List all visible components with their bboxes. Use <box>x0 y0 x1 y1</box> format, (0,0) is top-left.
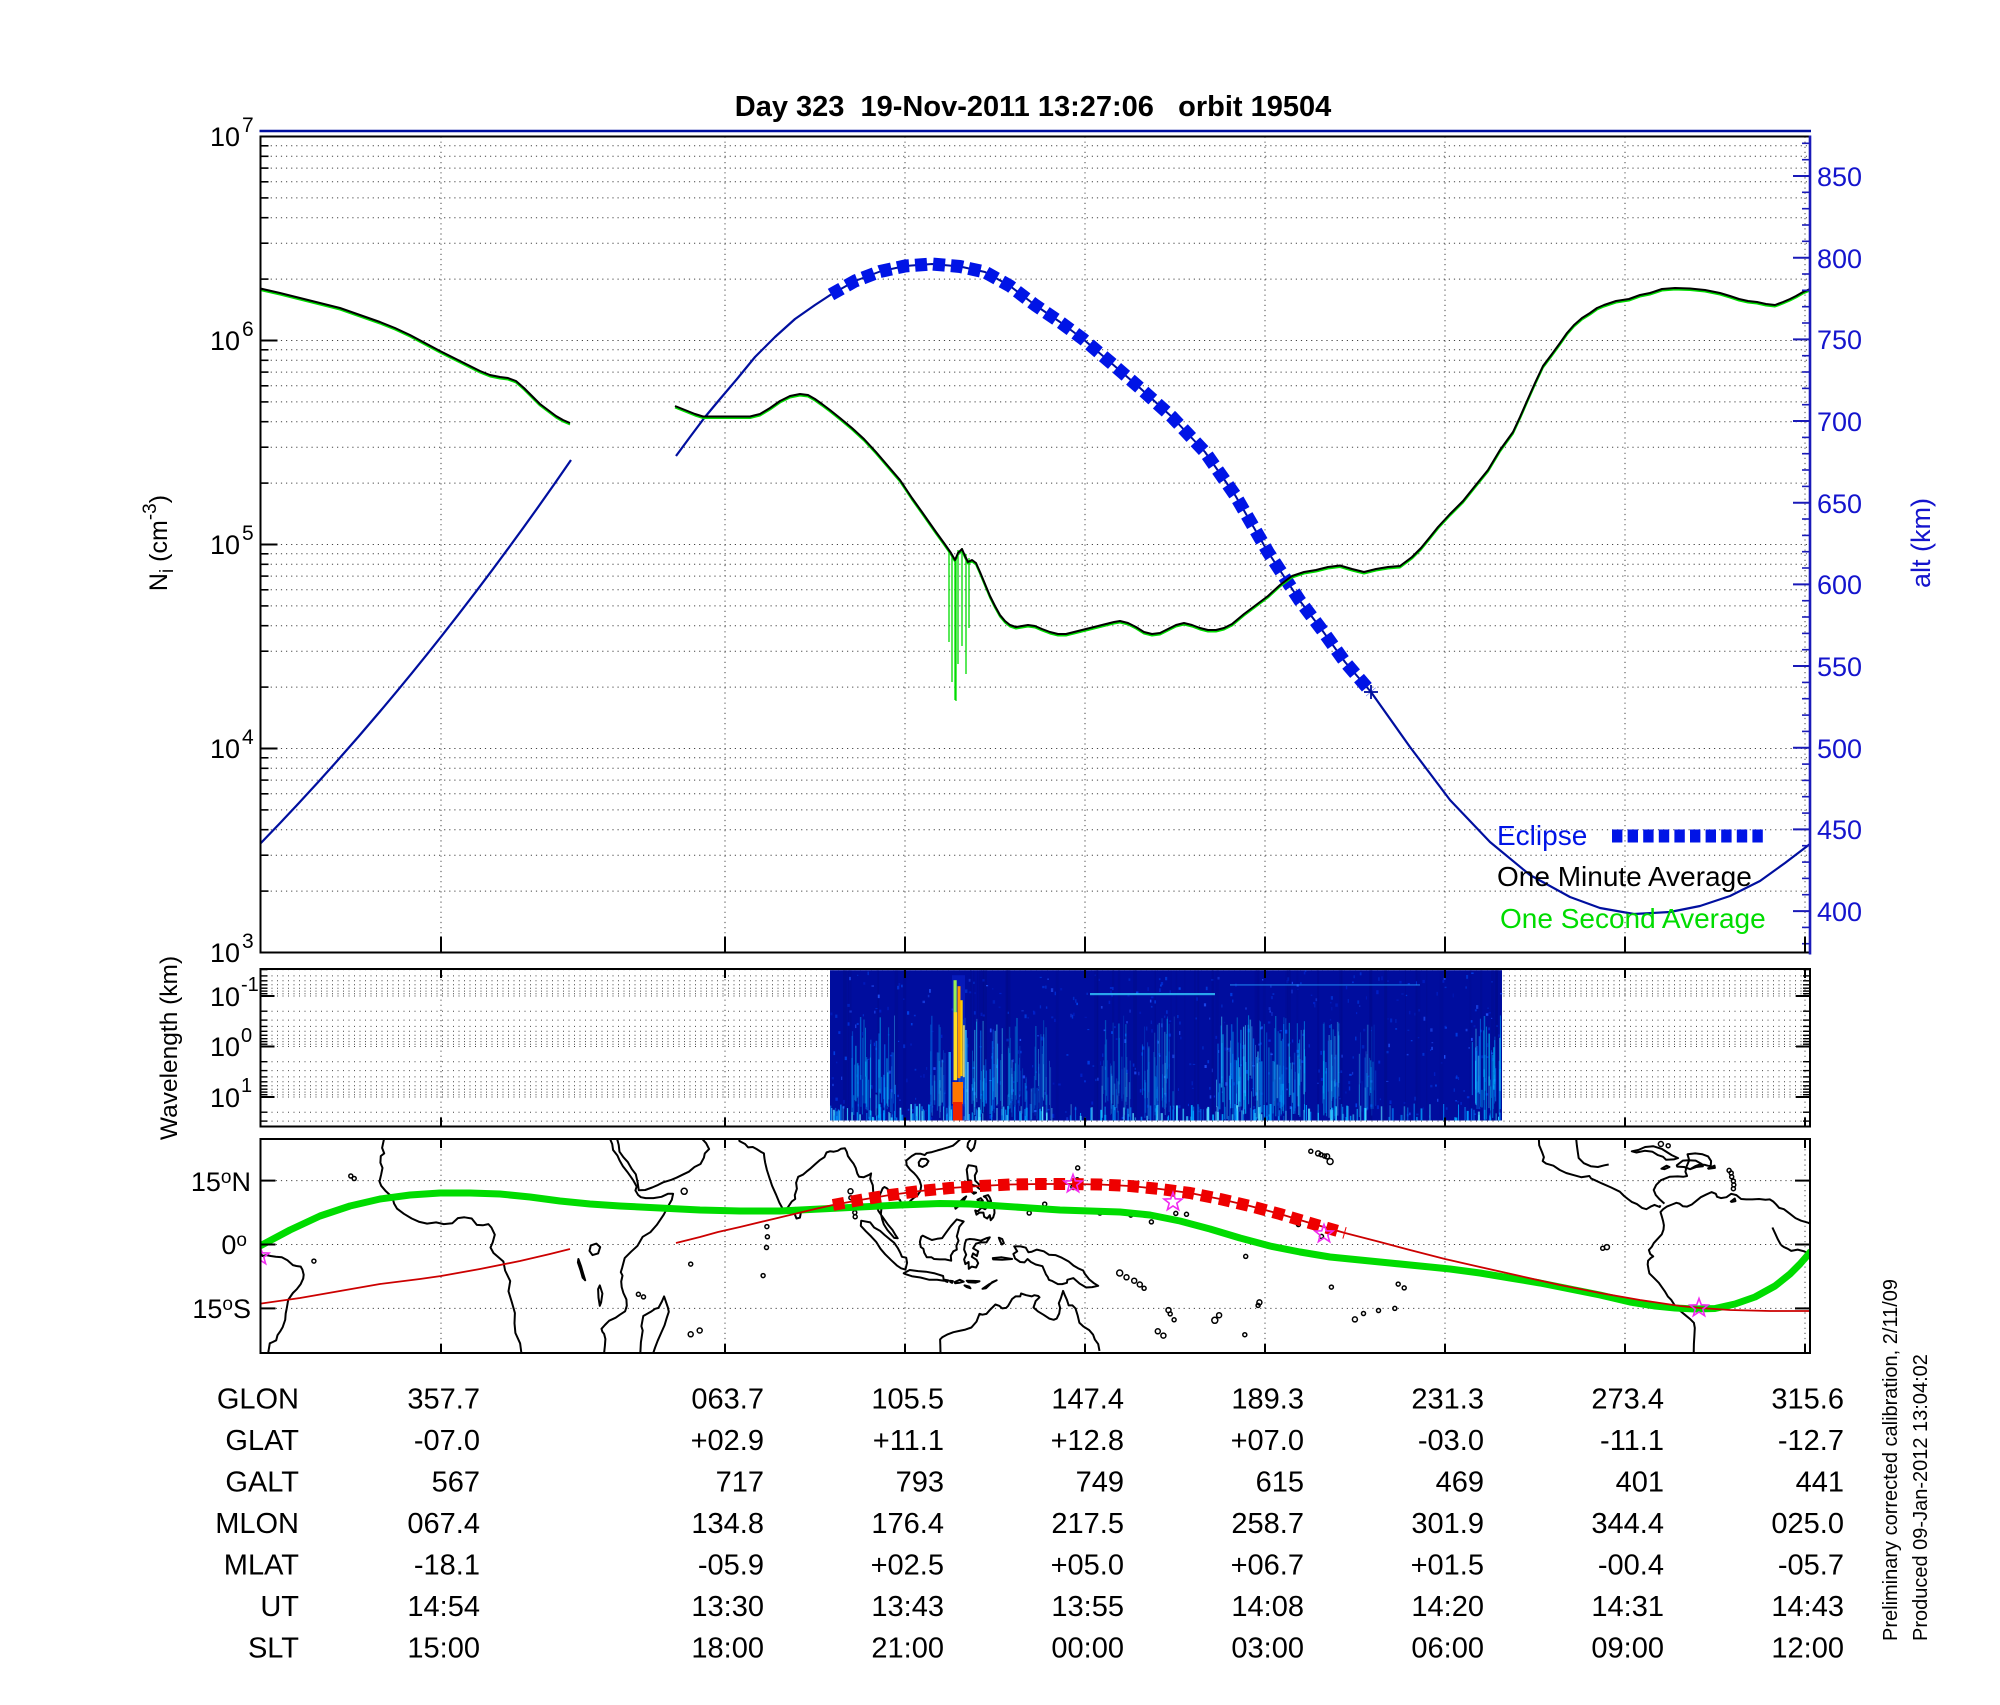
svg-text:400: 400 <box>1817 897 1862 927</box>
svg-text:GLON: GLON <box>217 1384 299 1416</box>
svg-text:401: 401 <box>1616 1467 1664 1499</box>
svg-text:258.7: 258.7 <box>1231 1508 1304 1540</box>
svg-text:06:00: 06:00 <box>1411 1633 1484 1665</box>
svg-text:231.3: 231.3 <box>1411 1384 1484 1416</box>
svg-text:00:00: 00:00 <box>1051 1633 1124 1665</box>
svg-text:3: 3 <box>242 930 254 953</box>
svg-text:301.9: 301.9 <box>1411 1508 1484 1540</box>
svg-text:Produced 09-Jan-2012 13:04:02: Produced 09-Jan-2012 13:04:02 <box>1910 1354 1932 1641</box>
svg-text:-07.0: -07.0 <box>414 1425 480 1457</box>
svg-text:-1: -1 <box>241 974 259 996</box>
svg-text:217.5: 217.5 <box>1051 1508 1124 1540</box>
svg-text:7: 7 <box>242 114 254 137</box>
svg-text:09:00: 09:00 <box>1591 1633 1664 1665</box>
svg-text:MLON: MLON <box>215 1508 299 1540</box>
svg-text:One Second Average: One Second Average <box>1500 903 1766 934</box>
svg-text:749: 749 <box>1076 1467 1124 1499</box>
svg-text:Wavelength (km): Wavelength (km) <box>156 956 183 1140</box>
svg-text:+01.5: +01.5 <box>1411 1550 1484 1582</box>
svg-text:GLAT: GLAT <box>225 1425 299 1457</box>
svg-text:-00.4: -00.4 <box>1598 1550 1664 1582</box>
svg-text:189.3: 189.3 <box>1231 1384 1304 1416</box>
svg-text:273.4: 273.4 <box>1591 1384 1664 1416</box>
svg-text:10: 10 <box>210 1032 240 1062</box>
svg-text:+02.9: +02.9 <box>691 1425 764 1457</box>
svg-text:SLT: SLT <box>248 1633 299 1665</box>
svg-text:0: 0 <box>241 1025 252 1047</box>
svg-text:10: 10 <box>210 1083 240 1113</box>
svg-text:13:43: 13:43 <box>871 1591 944 1623</box>
svg-text:-05.7: -05.7 <box>1778 1550 1844 1582</box>
svg-text:10: 10 <box>210 734 240 764</box>
svg-text:500: 500 <box>1817 734 1862 764</box>
svg-text:176.4: 176.4 <box>871 1508 944 1540</box>
svg-text:067.4: 067.4 <box>407 1508 480 1540</box>
svg-text:134.8: 134.8 <box>691 1508 764 1540</box>
svg-text:14:20: 14:20 <box>1411 1591 1484 1623</box>
svg-text:1: 1 <box>241 1075 252 1097</box>
svg-text:+07.0: +07.0 <box>1231 1425 1304 1457</box>
svg-text:UT: UT <box>260 1591 299 1623</box>
svg-text:5: 5 <box>242 522 254 545</box>
svg-text:GALT: GALT <box>225 1467 299 1499</box>
svg-text:469: 469 <box>1436 1467 1484 1499</box>
svg-text:105.5: 105.5 <box>871 1384 944 1416</box>
svg-text:Preliminary corrected calibrat: Preliminary corrected calibration, 2/11/… <box>1880 1279 1902 1641</box>
svg-text:567: 567 <box>432 1467 480 1499</box>
svg-text:10: 10 <box>210 122 240 152</box>
svg-text:18:00: 18:00 <box>691 1633 764 1665</box>
svg-text:-11.1: -11.1 <box>1600 1425 1664 1457</box>
svg-text:Eclipse: Eclipse <box>1497 820 1587 851</box>
svg-text:+11.1: +11.1 <box>873 1425 944 1457</box>
svg-text:alt (km): alt (km) <box>1906 498 1936 588</box>
svg-text:+06.7: +06.7 <box>1231 1550 1304 1582</box>
svg-text:-18.1: -18.1 <box>414 1550 480 1582</box>
svg-text:800: 800 <box>1817 244 1862 274</box>
svg-text:10: 10 <box>210 982 240 1012</box>
svg-text:550: 550 <box>1817 652 1862 682</box>
svg-text:Day 323 19-Nov-2011 13:27:06: Day 323 19-Nov-2011 13:27:06 orbit 19504 <box>735 91 1331 123</box>
svg-text:344.4: 344.4 <box>1591 1508 1664 1540</box>
svg-text:793: 793 <box>896 1467 944 1499</box>
svg-text:147.4: 147.4 <box>1051 1384 1124 1416</box>
svg-text:MLAT: MLAT <box>224 1550 299 1582</box>
svg-text:615: 615 <box>1256 1467 1304 1499</box>
svg-text:-03.0: -03.0 <box>1418 1425 1484 1457</box>
svg-text:10: 10 <box>210 938 240 968</box>
svg-text:03:00: 03:00 <box>1231 1633 1304 1665</box>
svg-text:15oS: 15oS <box>192 1294 251 1324</box>
svg-text:650: 650 <box>1817 489 1862 519</box>
svg-text:13:55: 13:55 <box>1051 1591 1124 1623</box>
svg-text:700: 700 <box>1817 407 1862 437</box>
svg-text:14:31: 14:31 <box>1591 1591 1664 1623</box>
svg-text:6: 6 <box>242 318 254 341</box>
svg-text:+02.5: +02.5 <box>871 1550 944 1582</box>
svg-text:450: 450 <box>1817 815 1862 845</box>
svg-text:-12.7: -12.7 <box>1778 1425 1844 1457</box>
svg-text:14:43: 14:43 <box>1771 1591 1844 1623</box>
svg-text:15:00: 15:00 <box>407 1633 480 1665</box>
svg-text:4: 4 <box>242 726 254 749</box>
svg-text:14:08: 14:08 <box>1231 1591 1304 1623</box>
svg-text:21:00: 21:00 <box>871 1633 944 1665</box>
svg-text:12:00: 12:00 <box>1771 1633 1844 1665</box>
svg-text:025.0: 025.0 <box>1771 1508 1844 1540</box>
svg-text:600: 600 <box>1817 570 1862 600</box>
svg-text:850: 850 <box>1817 162 1862 192</box>
svg-text:063.7: 063.7 <box>691 1384 764 1416</box>
svg-text:717: 717 <box>716 1467 764 1499</box>
svg-text:441: 441 <box>1796 1467 1844 1499</box>
svg-text:750: 750 <box>1817 325 1862 355</box>
svg-text:14:54: 14:54 <box>407 1591 480 1623</box>
svg-text:315.6: 315.6 <box>1771 1384 1844 1416</box>
svg-text:10: 10 <box>210 530 240 560</box>
svg-text:+05.0: +05.0 <box>1051 1550 1124 1582</box>
svg-text:13:30: 13:30 <box>691 1591 764 1623</box>
svg-text:One Minute Average: One Minute Average <box>1497 861 1752 892</box>
svg-text:357.7: 357.7 <box>407 1384 480 1416</box>
svg-text:+12.8: +12.8 <box>1051 1425 1124 1457</box>
svg-text:10: 10 <box>210 326 240 356</box>
svg-text:-05.9: -05.9 <box>698 1550 764 1582</box>
